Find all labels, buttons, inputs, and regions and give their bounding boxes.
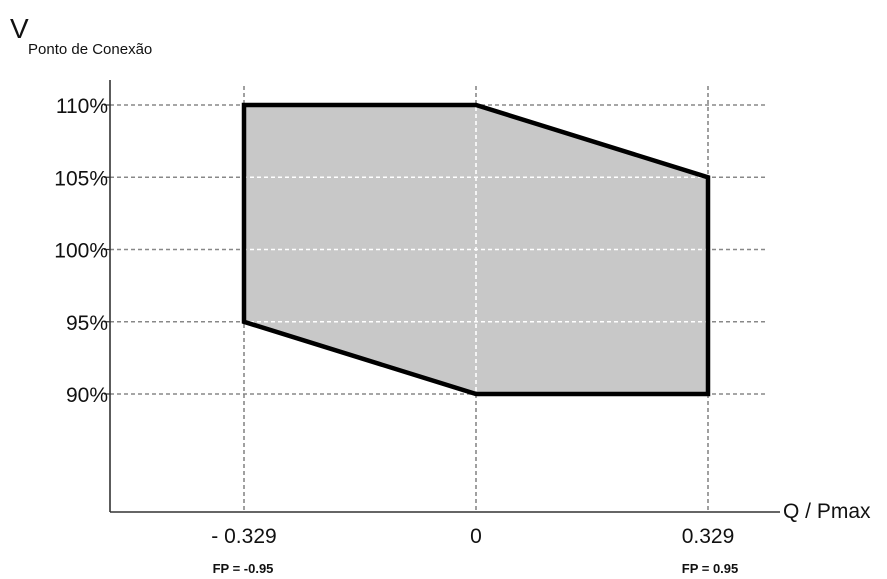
y-tick-label: 95% <box>66 312 108 335</box>
x-tick-label: - 0.329 <box>211 525 276 548</box>
x-tick-label: 0.329 <box>682 525 735 548</box>
power-factor-label: FP = -0.95 <box>213 561 274 576</box>
axes-layer <box>104 80 780 513</box>
y-tick-label: 100% <box>54 240 108 263</box>
operating-region-outline <box>241 102 711 397</box>
labels-layer: 110% 105% 100% 95% 90% - 0.329 FP = -0.95 0 0.32… <box>54 95 738 576</box>
power-factor-label: FP = 0.95 <box>682 561 739 576</box>
y-tick-label: 105% <box>54 167 108 190</box>
grid-inside-layer <box>244 105 708 394</box>
x-axis-label: Q / Pmax <box>783 500 871 523</box>
y-tick-label: 90% <box>66 384 108 407</box>
y-tick-label: 110% <box>56 95 108 118</box>
y-axis-label: V <box>10 13 29 44</box>
y-axis-label-subscript: Ponto de Conexão <box>28 41 152 58</box>
x-tick-label: 0 <box>470 525 482 548</box>
